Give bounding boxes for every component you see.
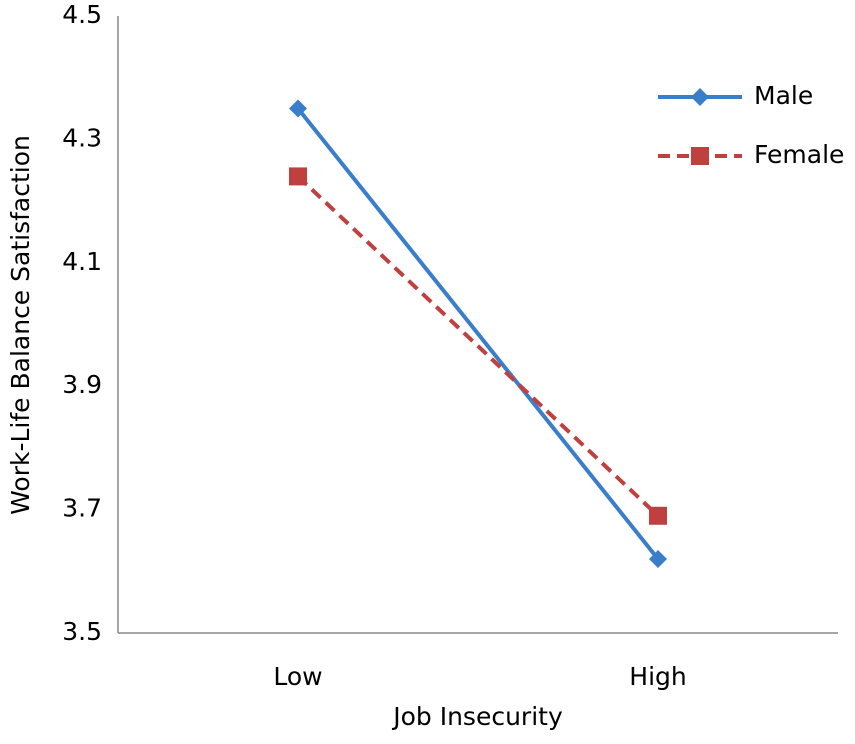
y-axis-label: Work-Life Balance Satisfaction [6,135,35,515]
data-point [289,167,307,186]
series-line [296,107,660,561]
x-axis-label: Job Insecurity [391,702,563,731]
legend-label: Female [754,140,844,169]
y-tick-label: 3.5 [62,617,102,646]
data-point [649,506,667,525]
y-tick-label: 4.5 [62,0,102,29]
series-line [296,174,660,518]
x-tick-label: Low [273,662,322,691]
x-tick-label: High [629,662,686,691]
legend-marker [691,88,709,106]
legend-label: Male [754,81,813,110]
y-tick-label: 4.1 [62,247,102,276]
y-tick-label: 3.7 [62,494,102,523]
y-tick-label: 4.3 [62,123,102,152]
data-point [289,99,307,118]
legend-marker [691,147,709,165]
data-point [649,549,667,568]
y-tick-label: 3.9 [62,370,102,399]
